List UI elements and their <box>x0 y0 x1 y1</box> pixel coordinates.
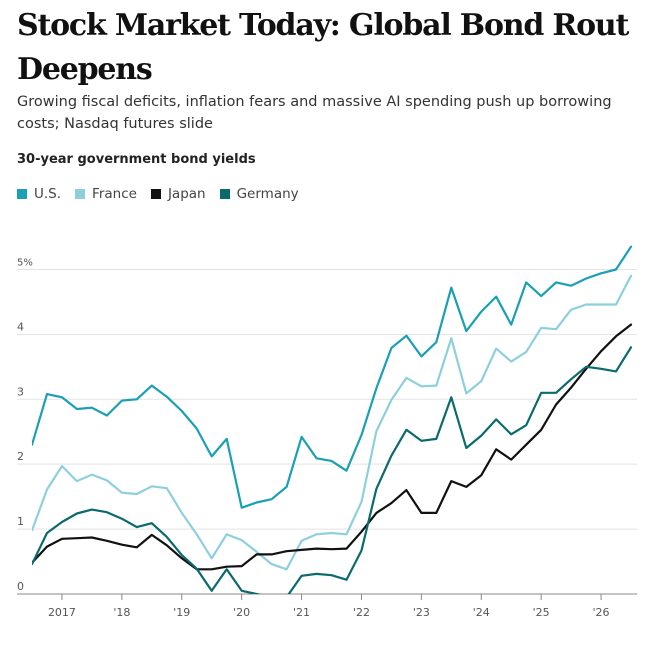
legend-swatch-france <box>75 189 86 199</box>
x-tick-label-2021: '21 <box>293 606 310 619</box>
legend: U.S. France Japan Germany <box>17 186 299 202</box>
y-tick-label-5: 5% <box>17 257 33 268</box>
y-tick-label-1: 1 <box>17 515 24 528</box>
legend-item-france: France <box>75 186 137 202</box>
x-tick-label-2026: '26 <box>593 606 610 619</box>
legend-swatch-germany <box>219 189 230 199</box>
legend-label-germany: Germany <box>236 186 299 202</box>
x-tick-label-2024: '24 <box>473 606 490 619</box>
dek: Growing fiscal deficits, inflation fears… <box>17 94 612 132</box>
legend-label-japan: Japan <box>167 186 206 202</box>
x-tick-label-2022: '22 <box>353 606 370 619</box>
x-tick-label-2018: '18 <box>113 606 130 619</box>
headline: Stock Market Today: Global Bond Rout Dee… <box>17 8 629 87</box>
chart-title: 30-year government bond yields <box>17 152 256 167</box>
series-line-japan <box>32 323 633 571</box>
legend-swatch-us <box>17 189 27 199</box>
legend-item-germany: Germany <box>219 186 299 202</box>
y-tick-label-4: 4 <box>17 320 24 333</box>
legend-label-us: U.S. <box>34 186 62 202</box>
x-tick-label-2025: '25 <box>533 606 550 619</box>
y-tick-label-3: 3 <box>17 385 24 398</box>
legend-item-japan: Japan <box>150 186 206 202</box>
legend-swatch-japan <box>150 189 161 199</box>
x-tick-label-2020: '20 <box>233 606 250 619</box>
y-tick-label-2: 2 <box>17 450 24 463</box>
series-line-france <box>32 274 633 571</box>
x-tick-label-2019: '19 <box>173 606 190 619</box>
line-chart: 0 1 2 3 4 5% 2017 '18 '19 '20 '21 '22 '23 '24 '25 '26 <box>17 245 637 619</box>
series-line-u-s <box>32 245 633 509</box>
x-tick-label-2023: '23 <box>413 606 430 619</box>
series-line-germany <box>32 346 633 594</box>
y-tick-label-0: 0 <box>17 580 24 593</box>
x-tick-label-2017: 2017 <box>48 606 76 619</box>
legend-item-us: U.S. <box>17 186 61 202</box>
legend-label-france: France <box>92 186 137 202</box>
